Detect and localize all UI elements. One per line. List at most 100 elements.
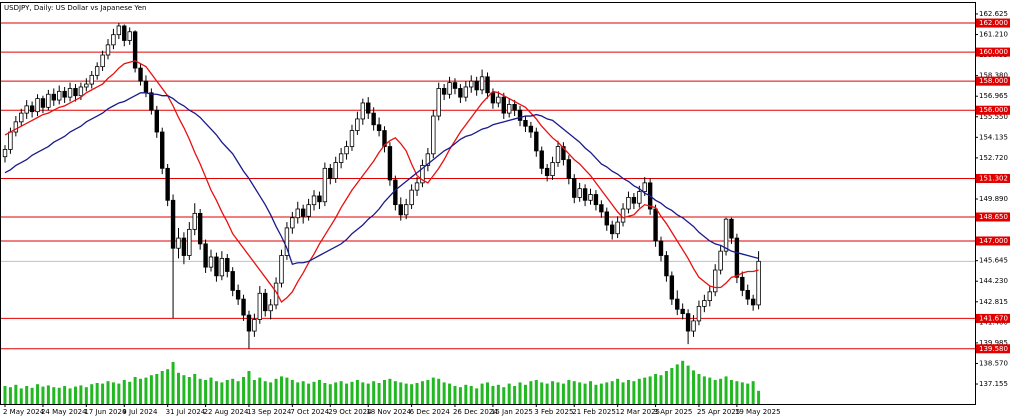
volume-bar bbox=[209, 377, 213, 404]
candle-body bbox=[246, 314, 252, 332]
volume-bar bbox=[659, 375, 663, 404]
volume-bar bbox=[502, 387, 506, 404]
x-tick-label: 7 Oct 2024 bbox=[290, 408, 329, 416]
x-tick-label: 6 Dec 2024 bbox=[410, 408, 451, 416]
x-tick-label: 18 Nov 2024 bbox=[366, 408, 411, 416]
candle-body bbox=[414, 182, 420, 191]
candle-body bbox=[702, 300, 707, 307]
volume-bar bbox=[30, 387, 34, 404]
volume-bar bbox=[518, 382, 522, 404]
candle-body bbox=[463, 86, 469, 98]
x-tick-label: 21 Feb 2025 bbox=[572, 408, 616, 416]
chart-title: USDJPY, Daily: US Dollar vs Japanese Yen bbox=[4, 4, 146, 12]
candle-body bbox=[452, 82, 458, 89]
level-label-box bbox=[976, 76, 1010, 86]
candle-body bbox=[572, 178, 577, 198]
volume-bar bbox=[334, 382, 338, 404]
candle-body bbox=[67, 88, 73, 98]
volume-bar bbox=[399, 382, 403, 404]
volume-bar bbox=[285, 377, 289, 404]
volume-bar bbox=[513, 386, 517, 404]
volume-bar bbox=[79, 385, 83, 404]
volume-bar bbox=[626, 380, 630, 404]
volume-bar bbox=[404, 383, 408, 404]
candle-body bbox=[235, 289, 241, 300]
candle-body bbox=[127, 31, 132, 41]
candle-body bbox=[263, 292, 268, 312]
candle-body bbox=[208, 256, 214, 268]
level-label: 160.000 bbox=[979, 48, 1008, 56]
candle-body bbox=[51, 93, 56, 101]
candle-body bbox=[615, 221, 620, 235]
volume-bar bbox=[437, 378, 441, 404]
candle-body bbox=[344, 146, 349, 155]
volume-bar bbox=[648, 376, 652, 404]
y-tick-label: 152.720 bbox=[979, 154, 1008, 162]
candle-body bbox=[745, 289, 750, 300]
candle-body bbox=[534, 131, 539, 152]
candle-body bbox=[517, 109, 523, 121]
y-tick-label: 138.570 bbox=[979, 359, 1008, 367]
y-tick-label: 139.985 bbox=[979, 339, 1008, 347]
volume-bar bbox=[540, 382, 544, 404]
volume-bar bbox=[572, 381, 576, 404]
volume-bar bbox=[122, 380, 126, 404]
level-label-box bbox=[976, 18, 1010, 28]
candle-body bbox=[680, 308, 685, 315]
x-tick-label: 26 Dec 2024 bbox=[453, 408, 498, 416]
volume-bar bbox=[420, 381, 424, 404]
volume-bar bbox=[95, 383, 99, 404]
candle-body bbox=[333, 162, 338, 179]
volume-bar bbox=[534, 380, 538, 404]
candle-body bbox=[116, 25, 122, 36]
candle-body bbox=[566, 159, 572, 179]
volume-bar bbox=[106, 381, 110, 404]
volume-bar bbox=[448, 383, 452, 404]
candle-body bbox=[512, 104, 517, 111]
volume-bar bbox=[681, 360, 685, 404]
volume-bar bbox=[366, 383, 370, 404]
x-tick-label: 22 Aug 2024 bbox=[204, 408, 249, 416]
volume-bar bbox=[166, 369, 170, 404]
volume-bar bbox=[149, 375, 153, 404]
volume-bar bbox=[469, 386, 473, 404]
candle-body bbox=[588, 194, 593, 201]
y-tick-label: 162.625 bbox=[979, 10, 1008, 18]
volume-bar bbox=[605, 382, 609, 404]
x-tick-label: 3 Feb 2025 bbox=[534, 408, 573, 416]
volume-bar bbox=[176, 372, 180, 404]
volume-bar bbox=[561, 383, 565, 404]
level-label-box bbox=[976, 105, 1010, 115]
candle-body bbox=[675, 298, 680, 310]
candle-body bbox=[593, 194, 599, 206]
candle-body bbox=[398, 204, 403, 216]
candle-body bbox=[219, 258, 225, 277]
volume-bar bbox=[529, 381, 533, 404]
candle-body bbox=[268, 304, 273, 312]
volume-bar bbox=[486, 382, 490, 404]
volume-bar bbox=[225, 380, 229, 404]
candle-body bbox=[176, 237, 181, 249]
volume-bar bbox=[751, 381, 755, 404]
volume-bar bbox=[713, 380, 717, 404]
candle-body bbox=[241, 298, 246, 316]
volume-bar bbox=[258, 377, 262, 404]
candle-body bbox=[78, 86, 84, 97]
volume-bar bbox=[545, 383, 549, 404]
volume-bar bbox=[464, 384, 468, 404]
candle-body bbox=[279, 255, 284, 284]
volume-bar bbox=[664, 371, 668, 404]
candle-body bbox=[658, 240, 664, 256]
candle-body bbox=[436, 88, 441, 117]
candle-body bbox=[225, 258, 230, 272]
volume-bar bbox=[57, 387, 61, 404]
candle-body bbox=[740, 276, 745, 291]
candle-body bbox=[550, 162, 555, 177]
x-tick-label: 24 May 2024 bbox=[41, 408, 87, 416]
level-label: 147.000 bbox=[979, 237, 1008, 245]
candle-body bbox=[734, 237, 740, 278]
volume-bar bbox=[52, 387, 56, 404]
volume-bar bbox=[692, 370, 696, 404]
candle-body bbox=[376, 124, 382, 131]
level-label: 148.650 bbox=[979, 213, 1008, 221]
